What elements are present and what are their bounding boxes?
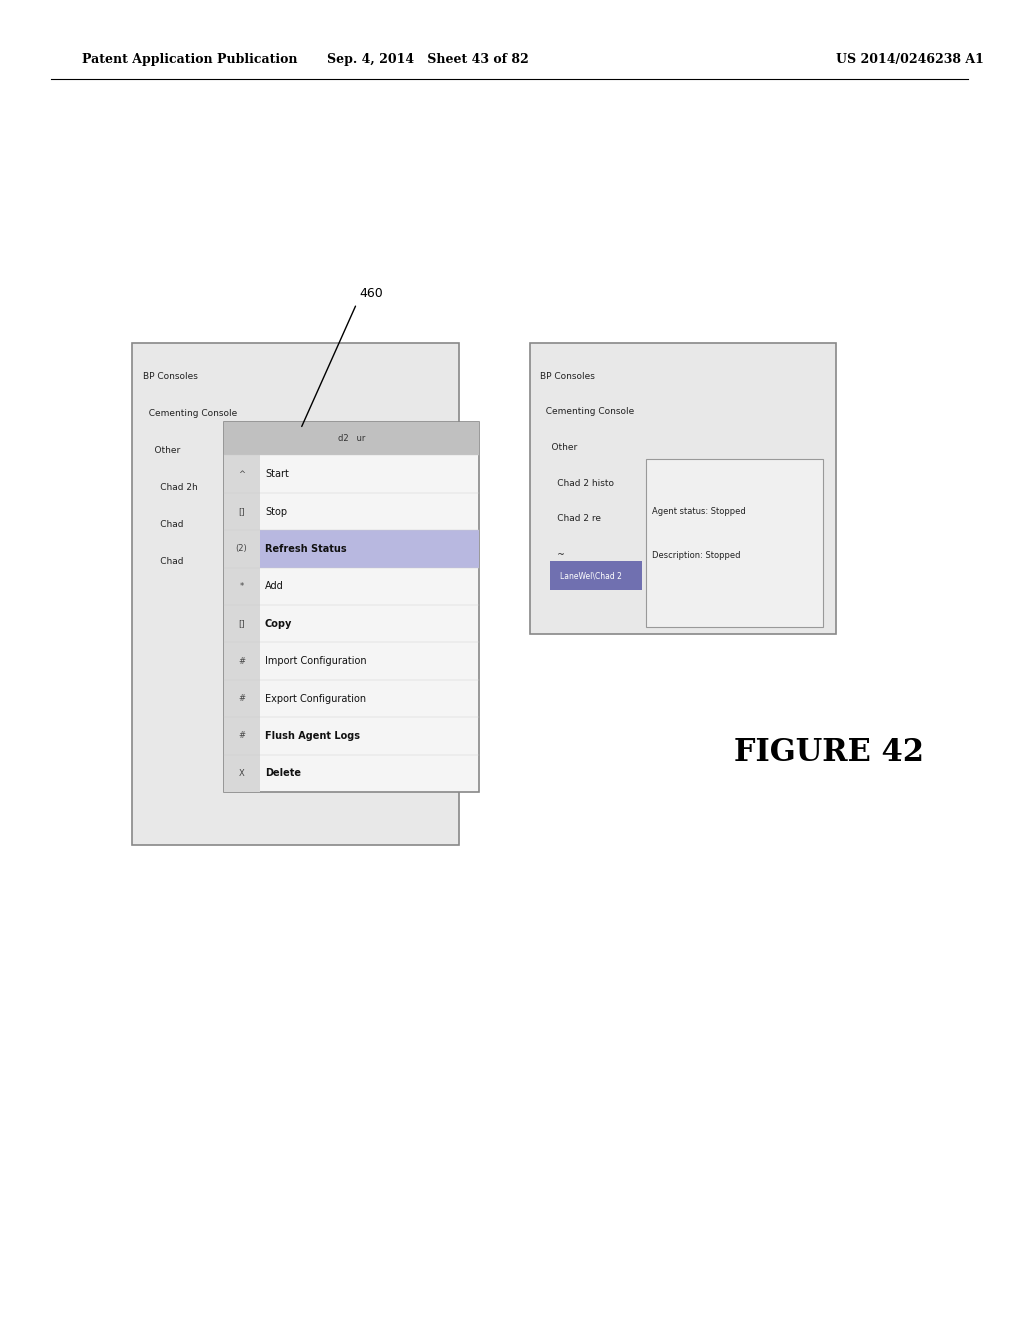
Text: LaneWel\Chad 2: LaneWel\Chad 2 bbox=[560, 572, 623, 579]
Text: ~: ~ bbox=[540, 550, 565, 558]
Text: Cementing Console: Cementing Console bbox=[142, 409, 237, 417]
Text: Chad 2h: Chad 2h bbox=[142, 483, 198, 491]
Text: d2   ur: d2 ur bbox=[338, 434, 366, 442]
Text: Import Configuration: Import Configuration bbox=[265, 656, 367, 667]
FancyBboxPatch shape bbox=[529, 343, 836, 634]
FancyBboxPatch shape bbox=[224, 455, 260, 792]
Text: BP Consoles: BP Consoles bbox=[142, 372, 198, 380]
FancyBboxPatch shape bbox=[646, 458, 823, 627]
Text: []: [] bbox=[239, 507, 245, 516]
Text: Cementing Console: Cementing Console bbox=[540, 408, 634, 416]
Text: ^: ^ bbox=[238, 470, 245, 479]
Text: Copy: Copy bbox=[265, 619, 292, 628]
Text: Patent Application Publication: Patent Application Publication bbox=[82, 53, 297, 66]
Text: Other: Other bbox=[142, 446, 180, 454]
FancyBboxPatch shape bbox=[132, 343, 459, 845]
Text: Sep. 4, 2014   Sheet 43 of 82: Sep. 4, 2014 Sheet 43 of 82 bbox=[327, 53, 528, 66]
Text: Chad 2 re: Chad 2 re bbox=[540, 515, 601, 523]
Text: (2): (2) bbox=[236, 544, 248, 553]
Text: #: # bbox=[238, 731, 245, 741]
Text: X: X bbox=[239, 768, 245, 777]
Text: Chad: Chad bbox=[142, 520, 183, 528]
Text: Stop: Stop bbox=[265, 507, 287, 516]
Text: Export Configuration: Export Configuration bbox=[265, 693, 366, 704]
Text: BP Consoles: BP Consoles bbox=[540, 372, 595, 380]
Text: *: * bbox=[240, 582, 244, 591]
Text: Agent status: Stopped: Agent status: Stopped bbox=[652, 507, 745, 516]
FancyBboxPatch shape bbox=[224, 422, 479, 792]
Text: Description: Stopped: Description: Stopped bbox=[652, 550, 740, 560]
FancyBboxPatch shape bbox=[550, 561, 642, 590]
Text: Other: Other bbox=[540, 444, 578, 451]
Text: Flush Agent Logs: Flush Agent Logs bbox=[265, 731, 359, 741]
Text: Start: Start bbox=[265, 469, 289, 479]
Text: #: # bbox=[238, 656, 245, 665]
FancyBboxPatch shape bbox=[224, 422, 479, 455]
Text: #: # bbox=[238, 694, 245, 704]
Text: Add: Add bbox=[265, 581, 284, 591]
FancyBboxPatch shape bbox=[260, 531, 479, 568]
Text: Delete: Delete bbox=[265, 768, 301, 779]
Text: FIGURE 42: FIGURE 42 bbox=[733, 737, 924, 768]
Text: Chad 2 histo: Chad 2 histo bbox=[540, 479, 614, 487]
Text: 460: 460 bbox=[359, 286, 383, 300]
Text: US 2014/0246238 A1: US 2014/0246238 A1 bbox=[836, 53, 983, 66]
Text: Chad: Chad bbox=[142, 557, 183, 565]
Text: []: [] bbox=[239, 619, 245, 628]
Text: Refresh Status: Refresh Status bbox=[265, 544, 346, 554]
